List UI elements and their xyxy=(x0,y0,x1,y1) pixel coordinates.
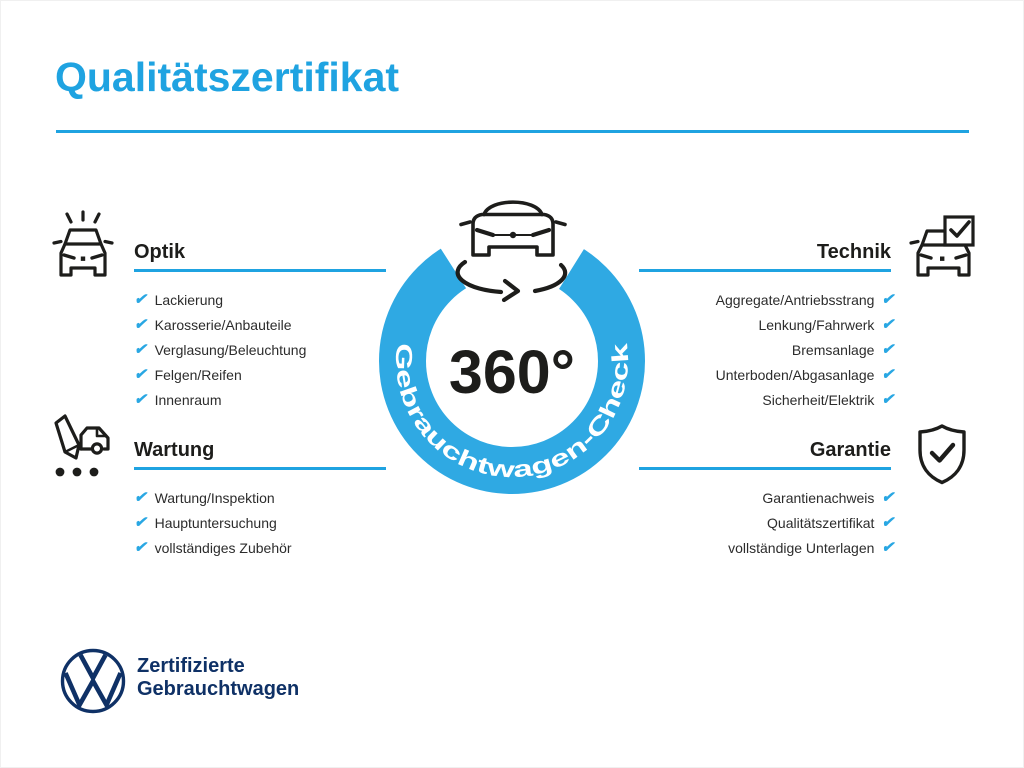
checklist-item-label: Bremsanlage xyxy=(791,341,875,358)
checklist-item-label: Verglasung/Beleuchtung xyxy=(154,341,307,358)
checklist-item-label: Hauptuntersuchung xyxy=(154,514,277,531)
check-icon: ✔ xyxy=(881,514,894,531)
check-icon: ✔ xyxy=(881,316,894,333)
check-icon: ✔ xyxy=(134,316,147,333)
checklist-item-label: Lenkung/Fahrwerk xyxy=(758,316,875,333)
checklist-wartung: ✔ Wartung/Inspektion ✔ Hauptuntersuchung… xyxy=(134,485,292,560)
check-icon: ✔ xyxy=(134,489,147,506)
footer-line1: Zertifizierte xyxy=(137,655,245,677)
vw-logo xyxy=(60,648,126,714)
checklist-item: ✔ Lackierung xyxy=(134,287,306,312)
checklist-item: vollständige Unterlagen ✔ xyxy=(614,535,894,560)
section-title-garantie: Garantie xyxy=(809,439,891,461)
checklist-item-label: Garantienachweis xyxy=(762,489,875,506)
checklist-item-label: Qualitätszertifikat xyxy=(767,514,875,531)
checklist-optik: ✔ Lackierung ✔ Karosserie/Anbauteile ✔ V… xyxy=(134,287,306,412)
check-icon: ✔ xyxy=(881,341,894,358)
check-icon: ✔ xyxy=(881,291,894,308)
checklist-item: ✔ Felgen/Reifen xyxy=(134,362,306,387)
checklist-item-label: Aggregate/Antriebsstrang xyxy=(715,291,875,308)
section-rule-garantie xyxy=(639,467,891,470)
page-title: Qualitätszertifikat xyxy=(55,54,400,100)
checklist-item-label: Lackierung xyxy=(154,291,224,308)
section-rule-technik xyxy=(639,269,891,272)
checklist-item: ✔ vollständiges Zubehör xyxy=(134,535,292,560)
check-icon: ✔ xyxy=(134,539,147,556)
section-title-optik: Optik xyxy=(134,241,186,263)
checklist-item-label: Felgen/Reifen xyxy=(154,366,242,383)
checklist-item: Aggregate/Antriebsstrang ✔ xyxy=(614,287,894,312)
checklist-item-label: Innenraum xyxy=(154,391,222,408)
check-icon: ✔ xyxy=(134,366,147,383)
degree-label: 360° xyxy=(449,338,575,406)
checklist-item-label: Wartung/Inspektion xyxy=(154,489,275,506)
checklist-item: Sicherheit/Elektrik ✔ xyxy=(614,387,894,412)
section-title-technik: Technik xyxy=(816,241,891,263)
checklist-item: Unterboden/Abgasanlage ✔ xyxy=(614,362,894,387)
checklist-item-label: vollständige Unterlagen xyxy=(728,539,875,556)
section-title-wartung: Wartung xyxy=(134,439,215,461)
checklist-item: ✔ Verglasung/Beleuchtung xyxy=(134,337,306,362)
check-icon: ✔ xyxy=(881,391,894,408)
checklist-item: ✔ Hauptuntersuchung xyxy=(134,510,292,535)
section-rule-optik xyxy=(134,269,386,272)
checklist-item-label: Karosserie/Anbauteile xyxy=(154,316,292,333)
checklist-garantie: Garantienachweis ✔ Qualitätszertifikat ✔… xyxy=(614,485,894,560)
checklist-item-label: Unterboden/Abgasanlage xyxy=(715,366,875,383)
sparkling-car-icon xyxy=(52,210,114,277)
footer-line2: Gebrauchtwagen xyxy=(137,678,300,700)
car-checkbox-icon xyxy=(909,215,975,277)
checklist-item: Bremsanlage ✔ xyxy=(614,337,894,362)
checklist-item-label: Sicherheit/Elektrik xyxy=(762,391,875,408)
checklist-item: ✔ Innenraum xyxy=(134,387,306,412)
check-icon: ✔ xyxy=(134,341,147,358)
check-icon: ✔ xyxy=(881,539,894,556)
checklist-item: ✔ Wartung/Inspektion xyxy=(134,485,292,510)
checklist-item: Garantienachweis ✔ xyxy=(614,485,894,510)
section-rule-wartung xyxy=(134,467,386,470)
footer-brand-text: Zertifizierte Gebrauchtwagen xyxy=(137,655,299,701)
checklist-technik: Aggregate/Antriebsstrang ✔ Lenkung/Fahrw… xyxy=(614,287,894,412)
checklist-item: ✔ Karosserie/Anbauteile xyxy=(134,312,306,337)
check-icon: ✔ xyxy=(134,514,147,531)
shield-check-icon xyxy=(918,424,966,485)
checklist-item-label: vollständiges Zubehör xyxy=(154,539,292,556)
checklist-item: Lenkung/Fahrwerk ✔ xyxy=(614,312,894,337)
service-record-pencil-car-icon xyxy=(54,414,110,477)
checklist-item: Qualitätszertifikat ✔ xyxy=(614,510,894,535)
title-divider xyxy=(56,130,969,133)
check-icon: ✔ xyxy=(134,391,147,408)
car-360-rotation-icon xyxy=(455,200,568,303)
check-icon: ✔ xyxy=(134,291,147,308)
check-icon: ✔ xyxy=(881,366,894,383)
check-icon: ✔ xyxy=(881,489,894,506)
